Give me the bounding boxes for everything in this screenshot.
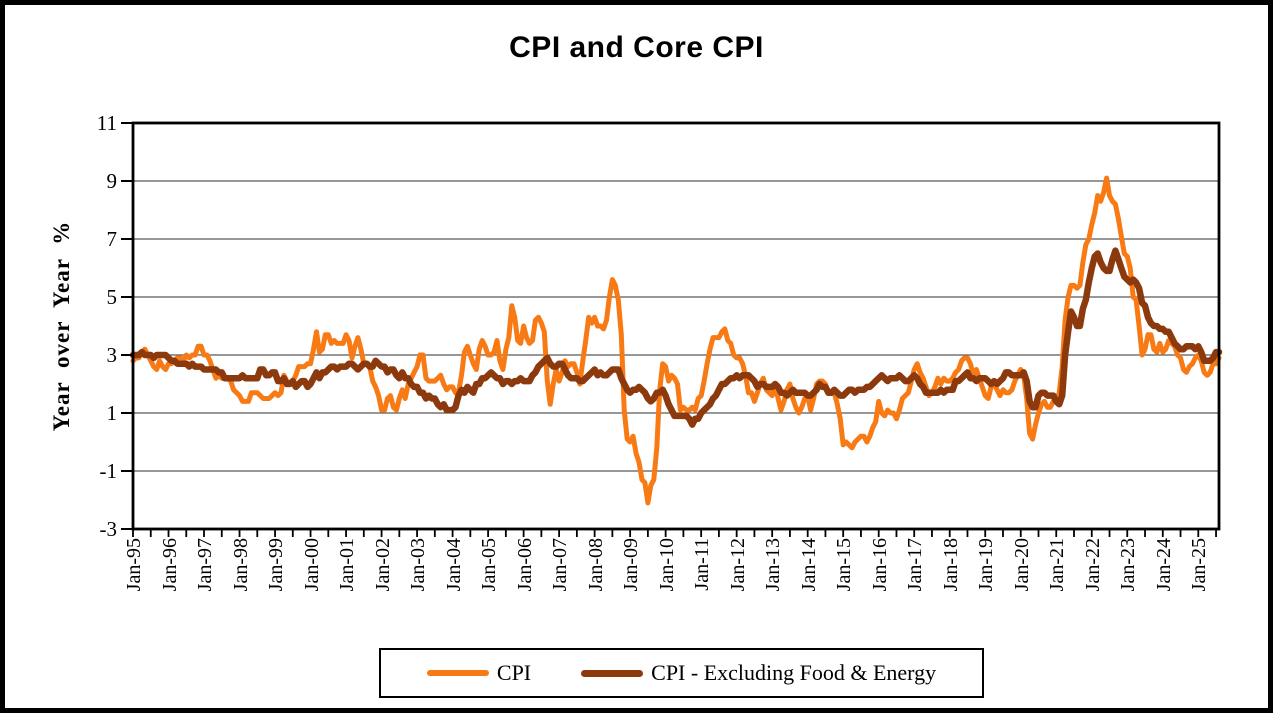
x-tick-label: Jan-21 (1046, 538, 1069, 592)
cpi-line-series (130, 175, 1222, 506)
x-tick-label: Jan-22 (1081, 538, 1104, 592)
x-tick-label: Jan-12 (726, 538, 749, 592)
cpi-line-swatch (426, 670, 489, 676)
core-cpi-line-swatch (581, 669, 644, 677)
x-tick-label: Jan-25 (1188, 538, 1211, 592)
y-tick-label: 9 (106, 169, 118, 193)
y-tick-label: 1 (106, 401, 118, 425)
legend: CPI CPI - Excluding Food & Energy (379, 648, 984, 698)
y-tick-label: 5 (106, 285, 118, 309)
y-tick-label: 11 (96, 111, 117, 135)
y-tick-label: 3 (106, 343, 118, 367)
x-tick-label: Jan-19 (975, 538, 998, 592)
chart-title: CPI and Core CPI (509, 31, 764, 64)
chart-plot-area (121, 121, 1223, 537)
core-cpi-legend-label: CPI - Excluding Food & Energy (651, 660, 937, 685)
x-tick-label: Jan-06 (513, 538, 536, 592)
x-tick-label: Jan-20 (1010, 538, 1033, 592)
x-tick-label: Jan-17 (904, 538, 927, 592)
x-tick-label: Jan-24 (1152, 538, 1175, 592)
x-tick-label: Jan-00 (300, 538, 323, 592)
x-tick-label: Jan-09 (620, 538, 643, 592)
cpi-legend-label: CPI (496, 660, 532, 685)
x-tick-label: Jan-07 (549, 538, 572, 592)
x-tick-label: Jan-03 (407, 538, 430, 592)
x-tick-label: Jan-99 (265, 538, 288, 592)
x-tick-label: Jan-18 (939, 538, 962, 592)
x-tick-label: Jan-11 (691, 538, 714, 591)
x-tick-label: Jan-08 (584, 538, 607, 592)
x-tick-label: Jan-23 (1117, 538, 1140, 592)
y-tick-label: -1 (99, 459, 118, 483)
x-tick-label: Jan-02 (371, 538, 394, 592)
x-tick-label: Jan-15 (833, 538, 856, 592)
y-tick-label: -3 (99, 517, 118, 541)
y-tick-label: 7 (106, 227, 118, 251)
x-tick-label: Jan-97 (194, 538, 217, 592)
x-tick-label: Jan-10 (655, 538, 678, 592)
x-tick-label: Jan-96 (158, 538, 181, 592)
x-tick-label: Jan-16 (868, 538, 891, 592)
x-tick-label: Jan-05 (478, 538, 501, 592)
x-tick-label: Jan-13 (762, 538, 785, 592)
x-tick-label: Jan-95 (123, 538, 145, 592)
x-tick-label: Jan-01 (336, 538, 359, 592)
x-tick-label: Jan-04 (442, 538, 465, 592)
plot-frame (131, 121, 1221, 531)
x-tick-label: Jan-14 (797, 538, 820, 592)
core-cpi-line-series (129, 247, 1223, 428)
x-tick-label: Jan-98 (229, 538, 252, 592)
